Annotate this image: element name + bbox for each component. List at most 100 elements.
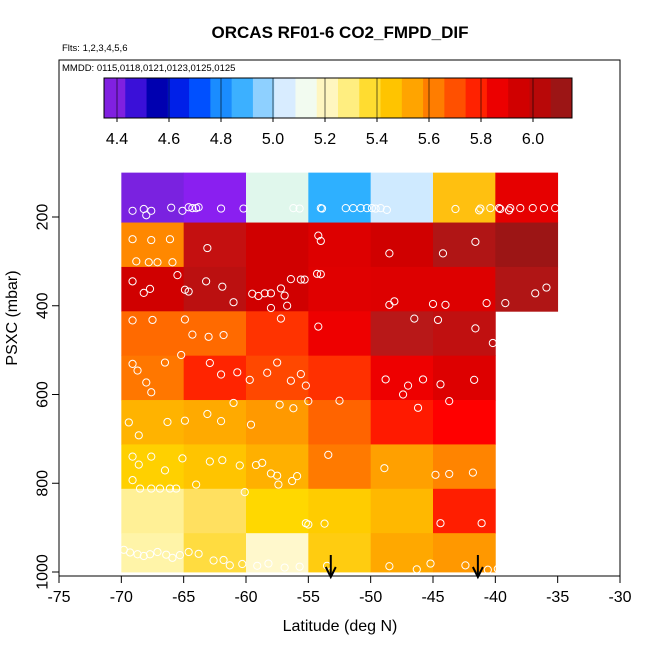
dates-subtitle: MMDD: 0115,0118,0121,0123,0125,0125 <box>62 63 235 74</box>
sample-point <box>153 547 162 557</box>
sample-point <box>475 206 484 215</box>
colorbar-swatch <box>550 78 573 118</box>
colorbar-swatch <box>444 78 467 118</box>
x-tick-label: -55 <box>297 589 320 606</box>
site-arrow-head <box>324 566 337 580</box>
sample-point <box>180 416 190 425</box>
sample-point <box>188 330 197 339</box>
sample-point <box>398 390 408 399</box>
y-axis: 200 400 600 800 1000 <box>35 204 60 590</box>
sample-point <box>362 204 372 213</box>
sample-point <box>240 488 249 497</box>
sample-point <box>165 484 175 493</box>
sample-point <box>218 456 227 465</box>
sample-point <box>496 204 505 214</box>
sample-point <box>147 235 156 245</box>
sample-point <box>184 287 193 296</box>
heatmap-cell <box>183 311 247 357</box>
sample-point <box>335 396 344 405</box>
sample-point <box>132 257 141 266</box>
sample-point <box>205 358 214 368</box>
sample-point <box>582 293 591 302</box>
heatmap-cell <box>495 222 559 268</box>
sample-point <box>320 519 329 528</box>
x-tick-label: -45 <box>421 589 444 606</box>
sample-point <box>527 561 536 570</box>
sample-point <box>514 549 524 558</box>
heatmap-cell <box>370 533 434 573</box>
y-tick-label: 200 <box>35 204 52 231</box>
heatmap-cell <box>246 222 309 268</box>
sample-point <box>145 550 155 559</box>
sample-point <box>431 470 440 479</box>
sample-point <box>381 375 390 384</box>
sample-point <box>229 398 238 408</box>
sample-point <box>216 417 226 426</box>
sample-point <box>128 452 137 461</box>
sample-point <box>317 204 327 213</box>
sample-point <box>418 375 428 384</box>
heatmap-cell <box>495 266 559 312</box>
sample-point <box>534 337 544 346</box>
sample-point <box>219 330 228 340</box>
colorbar-swatch <box>486 78 509 118</box>
sample-point <box>235 461 244 470</box>
sample-point <box>300 275 309 284</box>
sample-point <box>155 484 165 493</box>
sample-point <box>385 300 394 309</box>
sample-point <box>160 466 170 475</box>
sample-point <box>471 237 480 246</box>
sample-point <box>382 205 391 214</box>
sample-point <box>312 269 322 278</box>
colorbar-swatch <box>401 78 424 118</box>
sample-point <box>167 203 176 212</box>
colorbar-tick-label: 5.6 <box>418 131 440 148</box>
sample-point <box>304 520 313 529</box>
x-tick-label: -65 <box>172 589 195 606</box>
sample-point <box>528 367 537 376</box>
heatmap-cell <box>495 172 559 223</box>
heatmap-cell <box>246 400 309 445</box>
heatmap-cell <box>121 400 185 445</box>
sample-point <box>139 288 148 297</box>
colorbar-swatch <box>231 78 254 118</box>
heatmap-cell <box>370 355 434 401</box>
sample-point <box>296 369 305 379</box>
sample-point <box>289 204 298 213</box>
colorbar-swatch <box>465 78 488 118</box>
sample-point <box>533 516 542 525</box>
heatmap-cell <box>183 488 247 534</box>
heatmap-cell <box>183 533 247 573</box>
sample-point <box>276 284 286 293</box>
sample-point <box>173 271 182 280</box>
sample-point <box>253 561 262 570</box>
sample-point <box>504 206 514 215</box>
heatmap-cell <box>308 355 372 401</box>
colorbar-tick-label: 5.8 <box>470 131 492 148</box>
heatmap-cell <box>308 311 372 357</box>
colorbar-swatch <box>359 78 382 118</box>
sample-point <box>124 418 133 427</box>
x-tick-label: -30 <box>608 589 631 606</box>
sample-point <box>266 303 276 313</box>
sample-point <box>160 358 170 367</box>
sample-point <box>180 315 190 324</box>
sample-point <box>219 555 228 565</box>
x-tick-label: -60 <box>234 589 257 606</box>
sample-point <box>280 563 289 572</box>
heatmap-cell <box>433 266 496 312</box>
sample-point <box>142 378 151 387</box>
sample-point <box>471 324 480 333</box>
colorbar-swatch <box>380 78 403 118</box>
sample-point <box>295 204 304 213</box>
heatmap-cell <box>433 222 496 268</box>
sample-point <box>470 375 479 384</box>
sample-point <box>203 409 212 419</box>
sample-point <box>288 476 297 486</box>
heatmap-cell <box>308 444 372 490</box>
heatmap-cell <box>308 400 372 445</box>
colorbar-tick-label: 5.2 <box>314 131 336 148</box>
sample-point <box>506 204 515 213</box>
sample-point <box>507 374 516 384</box>
